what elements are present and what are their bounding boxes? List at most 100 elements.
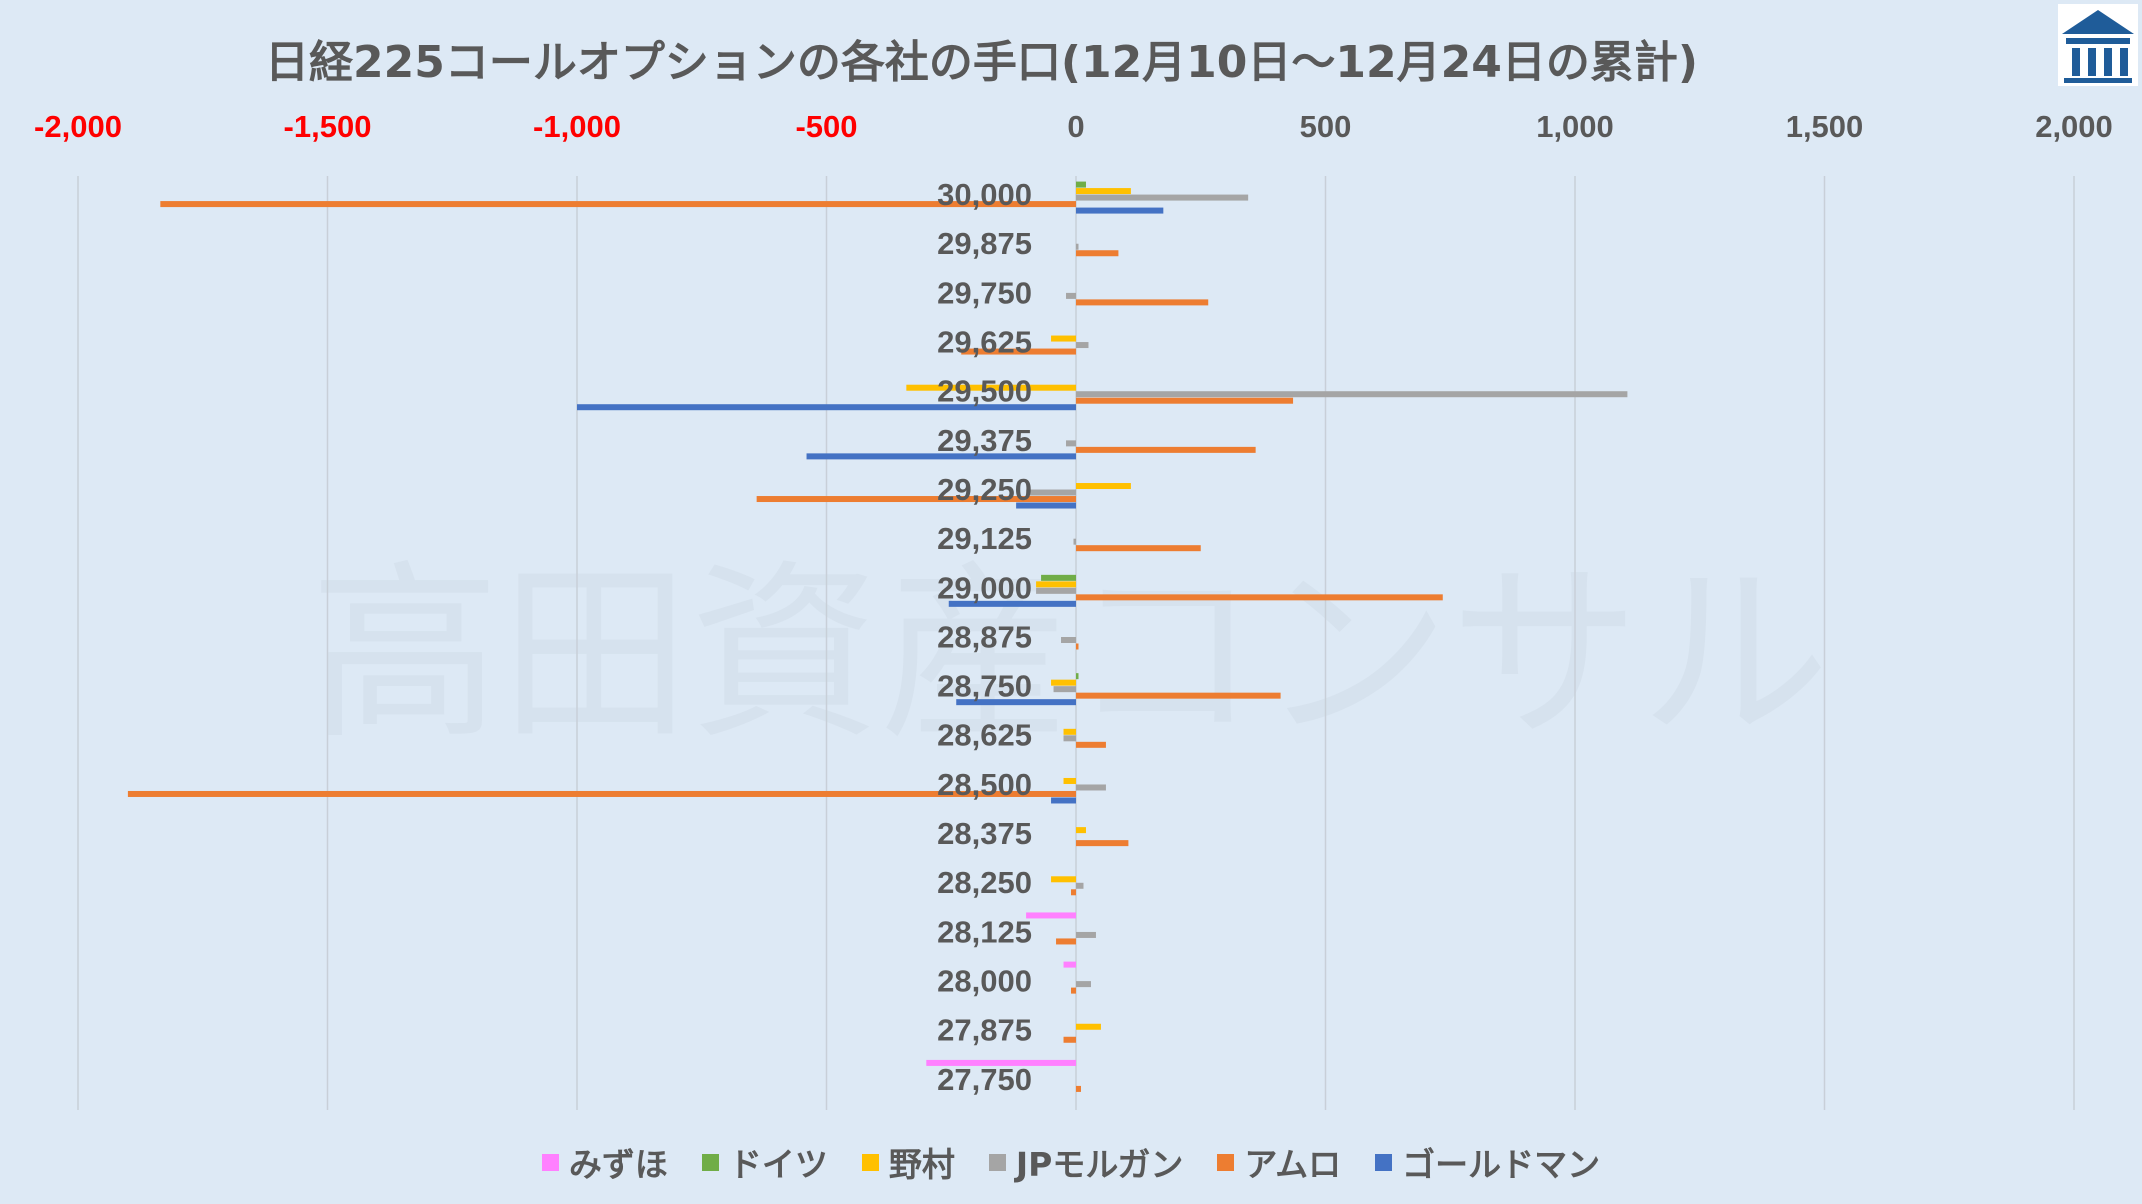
legend-label: ゴールドマン — [1402, 1145, 1601, 1184]
bar — [948, 600, 1076, 607]
category-label: 29,500 — [937, 374, 1032, 409]
bar — [1076, 194, 1249, 201]
legend-swatch — [1217, 1153, 1235, 1171]
bar — [961, 348, 1076, 355]
category-label: 29,375 — [937, 423, 1032, 458]
bar — [1041, 574, 1076, 581]
legend-entry: アムロ — [1217, 1138, 1341, 1186]
bar — [956, 699, 1076, 706]
category-label: 28,125 — [937, 914, 1032, 949]
bar — [1066, 292, 1076, 299]
bar — [1076, 840, 1129, 847]
category-label: 27,750 — [937, 1062, 1032, 1097]
bar — [906, 384, 1076, 391]
x-axis-ticks: -2,000 -1,500 -1,000 -500 0 500 1,000 1,500 2,00… — [34, 109, 2113, 144]
bar — [1076, 483, 1131, 490]
category-label: 29,125 — [937, 521, 1032, 556]
category-label: 28,625 — [937, 718, 1032, 753]
institution-logo — [2058, 4, 2138, 86]
bar — [1076, 643, 1079, 650]
bar — [1076, 342, 1089, 349]
x-tick-label: -1,000 — [533, 109, 621, 144]
bar — [1076, 827, 1086, 834]
bar — [1076, 243, 1079, 250]
bar — [1076, 299, 1209, 306]
legend-swatch — [861, 1153, 879, 1171]
legend-entry: ゴールドマン — [1375, 1138, 1600, 1186]
legend-swatch — [1375, 1153, 1393, 1171]
bar — [1061, 637, 1076, 643]
bar — [577, 404, 1076, 411]
bar — [1076, 397, 1294, 404]
legend: みずほ ドイツ 野村 JPモルガン アムロ ゴールドマン — [0, 1138, 2142, 1186]
bar — [1073, 538, 1076, 545]
x-tick-label: 2,000 — [2035, 109, 2113, 144]
bar — [1056, 938, 1076, 945]
legend-label: 野村 — [888, 1145, 955, 1184]
category-label: 28,750 — [937, 669, 1032, 704]
category-label: 27,875 — [937, 1013, 1032, 1048]
bar — [1076, 784, 1106, 791]
bar — [1051, 876, 1076, 883]
bar — [1016, 502, 1076, 509]
bar — [1076, 692, 1281, 699]
x-tick-label: 1,500 — [1786, 109, 1864, 144]
chart-title: 日経225コールオプションの各社の手口(12月10日〜12月24日の累計) — [265, 37, 1698, 88]
legend-swatch — [988, 1153, 1006, 1171]
bar — [1026, 912, 1076, 919]
bar — [1076, 181, 1086, 188]
legend-entry: JPモルガン — [988, 1138, 1184, 1186]
bar — [1076, 741, 1106, 748]
x-tick-label: -1,500 — [284, 109, 372, 144]
bar — [1076, 594, 1443, 601]
bar — [1051, 335, 1076, 342]
bar — [1076, 545, 1201, 552]
bar — [1053, 686, 1076, 693]
legend-label: JPモルガン — [1015, 1145, 1184, 1184]
bar — [756, 496, 1076, 503]
category-label: 28,375 — [937, 816, 1032, 851]
x-tick-label: -2,000 — [34, 109, 122, 144]
bar — [1076, 673, 1079, 680]
legend-entry: みずほ — [541, 1138, 668, 1186]
bar — [1036, 587, 1076, 594]
bar — [1071, 987, 1076, 994]
bar — [1026, 489, 1076, 496]
bar — [1071, 889, 1076, 896]
bar — [127, 790, 1076, 797]
bar — [1076, 250, 1119, 257]
category-label: 29,250 — [937, 472, 1032, 507]
x-tick-label: 500 — [1300, 109, 1352, 144]
bar — [1063, 777, 1076, 784]
legend-swatch — [541, 1153, 559, 1171]
bar — [1051, 679, 1076, 686]
bar — [1063, 1036, 1076, 1043]
bar — [1076, 446, 1256, 453]
x-tick-label: 0 — [1067, 109, 1084, 144]
legend-entry: 野村 — [861, 1138, 955, 1186]
bar — [1076, 391, 1628, 398]
bar — [1063, 728, 1076, 735]
legend-label: みずほ — [568, 1145, 668, 1184]
bar — [1066, 440, 1076, 447]
bar — [1076, 1085, 1081, 1092]
bar — [1076, 882, 1084, 889]
category-label: 29,000 — [937, 570, 1032, 605]
category-label: 30,000 — [937, 177, 1032, 212]
category-label: 28,000 — [937, 964, 1032, 999]
category-labels: 30,000 29,875 29,750 29,625 29,500 29,375 29,2… — [937, 177, 1032, 1097]
category-label: 29,875 — [937, 226, 1032, 261]
category-label: 28,250 — [937, 865, 1032, 900]
bar — [1063, 735, 1076, 742]
legend-label: アムロ — [1244, 1145, 1342, 1184]
category-label: 29,750 — [937, 275, 1032, 310]
bar — [1076, 1023, 1101, 1030]
bar-series — [127, 181, 1628, 1092]
bar — [1051, 797, 1076, 804]
category-label: 28,500 — [937, 767, 1032, 802]
bar — [1036, 581, 1076, 588]
category-label: 29,625 — [937, 324, 1032, 359]
x-tick-label: 1,000 — [1536, 109, 1614, 144]
bar — [926, 1059, 1076, 1066]
